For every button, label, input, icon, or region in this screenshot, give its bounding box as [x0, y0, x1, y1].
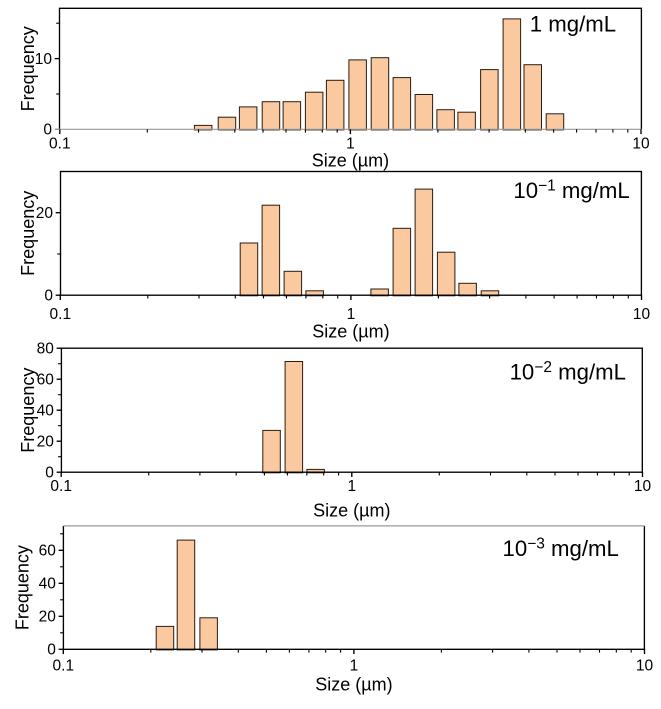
svg-text:Size (µm): Size (µm)	[312, 322, 389, 342]
svg-text:40: 40	[39, 576, 57, 593]
svg-text:20: 20	[37, 434, 55, 451]
svg-text:1: 1	[350, 658, 359, 675]
svg-text:0: 0	[47, 642, 56, 659]
svg-text:Frequency: Frequency	[13, 545, 33, 630]
svg-text:20: 20	[36, 205, 54, 222]
svg-text:0.1: 0.1	[53, 658, 75, 675]
svg-text:10: 10	[636, 658, 654, 675]
svg-text:40: 40	[37, 403, 55, 420]
svg-text:Size (µm): Size (µm)	[312, 151, 389, 171]
svg-text:Size (µm): Size (µm)	[315, 674, 392, 694]
svg-text:1: 1	[347, 306, 356, 323]
svg-text:10−1 mg/mL: 10−1 mg/mL	[513, 178, 629, 204]
svg-text:Size (µm): Size (µm)	[313, 501, 390, 521]
svg-text:0.1: 0.1	[49, 135, 71, 152]
svg-text:1: 1	[347, 478, 356, 495]
svg-text:10: 10	[633, 306, 651, 323]
svg-text:20: 20	[39, 609, 57, 626]
svg-text:0.1: 0.1	[50, 306, 72, 323]
svg-text:0: 0	[45, 465, 54, 482]
svg-text:60: 60	[39, 543, 57, 560]
svg-text:10: 10	[632, 135, 650, 152]
svg-text:10−2 mg/mL: 10−2 mg/mL	[510, 359, 626, 385]
svg-text:1 mg/mL: 1 mg/mL	[530, 12, 616, 37]
svg-text:10: 10	[634, 478, 652, 495]
svg-text:80: 80	[37, 341, 55, 358]
svg-text:60: 60	[37, 372, 55, 389]
svg-text:0.1: 0.1	[50, 478, 72, 495]
svg-text:0: 0	[44, 288, 53, 305]
svg-text:10: 10	[35, 51, 53, 68]
svg-text:0: 0	[43, 122, 52, 139]
svg-text:Frequency: Frequency	[18, 191, 38, 276]
svg-text:1: 1	[346, 135, 355, 152]
svg-text:10−3 mg/mL: 10−3 mg/mL	[503, 535, 619, 561]
svg-text:Frequency: Frequency	[18, 26, 38, 111]
svg-text:Frequency: Frequency	[18, 368, 38, 453]
